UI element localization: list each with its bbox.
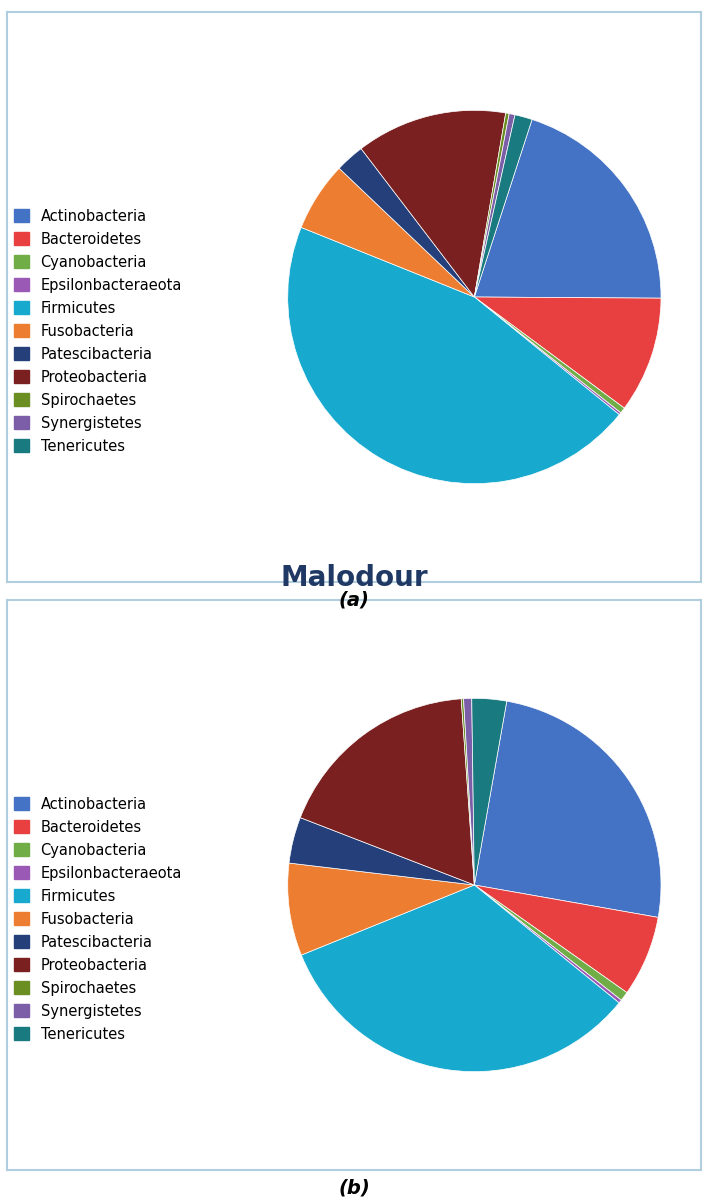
Text: (b): (b) xyxy=(338,1178,370,1198)
Wedge shape xyxy=(301,168,474,298)
Wedge shape xyxy=(474,886,627,1000)
Wedge shape xyxy=(474,701,661,918)
Wedge shape xyxy=(339,149,474,298)
Wedge shape xyxy=(287,863,474,955)
Legend: Actinobacteria, Bacteroidetes, Cyanobacteria, Epsilonbacteraeota, Firmicutes, Fu: Actinobacteria, Bacteroidetes, Cyanobact… xyxy=(14,209,182,454)
Wedge shape xyxy=(474,114,515,298)
Wedge shape xyxy=(474,298,661,408)
Wedge shape xyxy=(474,298,624,413)
Legend: Actinobacteria, Bacteroidetes, Cyanobacteria, Epsilonbacteraeota, Firmicutes, Fu: Actinobacteria, Bacteroidetes, Cyanobact… xyxy=(14,797,182,1042)
Wedge shape xyxy=(474,886,658,992)
Wedge shape xyxy=(287,228,620,484)
Title: Non-Malodour: Non-Malodour xyxy=(244,0,464,4)
Wedge shape xyxy=(464,698,474,886)
Wedge shape xyxy=(300,698,474,886)
Title: Malodour: Malodour xyxy=(280,564,428,592)
Wedge shape xyxy=(474,113,509,298)
Wedge shape xyxy=(474,115,532,298)
Wedge shape xyxy=(474,886,622,1003)
Wedge shape xyxy=(474,120,661,298)
Wedge shape xyxy=(461,698,474,886)
Wedge shape xyxy=(302,886,619,1072)
Text: (a): (a) xyxy=(338,590,370,610)
Wedge shape xyxy=(361,110,506,298)
Wedge shape xyxy=(472,698,507,886)
Wedge shape xyxy=(289,817,474,886)
Wedge shape xyxy=(474,298,621,415)
